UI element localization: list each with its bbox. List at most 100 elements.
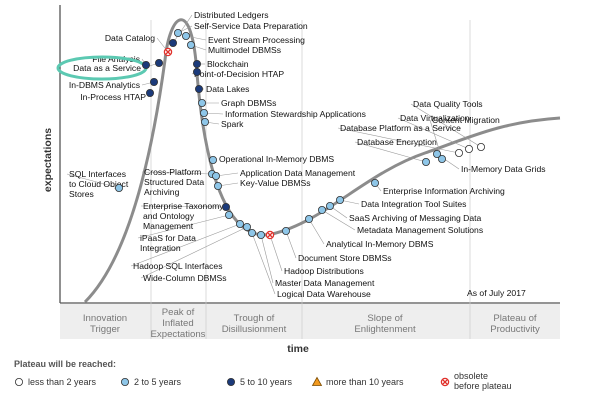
x-axis-title: time (287, 343, 309, 355)
tech-distributed-ledgers-label: Distributed Ledgers (194, 10, 269, 20)
white-circle-icon (14, 377, 23, 386)
tech-data-as-a-service-label: Data as a Service (73, 63, 141, 73)
tech-hadoop-sql-interfaces-leader (130, 223, 241, 267)
tech-saas-archiving-of-messaging-data-label: SaaS Archiving of Messaging Data (349, 213, 482, 223)
tech-ipaas-for-data-integration-label-line: Integration (140, 243, 181, 253)
tech-database-platform-as-a-service-marker (454, 148, 463, 157)
legend-item-white-circle: less than 2 years (14, 377, 97, 387)
phase-label-line: Peak of (162, 307, 195, 318)
tech-information-stewardship-applications-label: Information Stewardship Applications (225, 109, 366, 119)
tech-database-encryption-marker (421, 157, 430, 166)
tech-sql-interfaces-to-cloud-object-stores-label-line: SQL Interfaces (69, 169, 126, 179)
tech-enterprise-taxonomy-and-ontology-management-label-line: Enterprise Taxonomy (143, 201, 224, 211)
legend-item-red-x-circle: obsolete before plateau (440, 371, 512, 391)
tech-multimodel-dbmss-marker (186, 41, 195, 50)
tech-ipaas-for-data-integration-leader (137, 214, 230, 239)
legend-title: Plateau will be reached: (14, 359, 116, 369)
tech-metadata-management-solutions-marker (317, 205, 326, 214)
phase-label-line: Trough of (234, 313, 275, 324)
legend-label-line: before plateau (454, 381, 512, 391)
tech-data-quality-tools-leader (410, 103, 482, 148)
tech-data-catalog-marker (163, 47, 173, 57)
tech-graph-dbmss-marker (197, 99, 206, 108)
red-x-circle-icon (440, 377, 450, 387)
phase-label-expectations: Peak of Inflated Expectations (151, 307, 206, 340)
tech-graph-dbmss-label: Graph DBMSs (221, 98, 276, 108)
tech-data-lakes-label: Data Lakes (206, 84, 249, 94)
tech-enterprise-taxonomy-and-ontology-management-label: Enterprise Taxonomy and Ontology Managemen… (143, 201, 224, 231)
tech-data-virtualization-marker (464, 144, 473, 153)
tech-key-value-dbmss-label: Key-Value DBMSs (240, 178, 311, 188)
tech-database-encryption-leader (354, 141, 427, 163)
legend-item-orange-triangle: more than 10 years (311, 376, 404, 387)
as-of-note: As of July 2017 (467, 288, 526, 298)
tech-enterprise-taxonomy-and-ontology-management-label-line: Management (143, 221, 194, 231)
tech-ipaas-for-data-integration-marker (224, 210, 233, 219)
tech-spark-label: Spark (221, 119, 244, 129)
tech-sql-interfaces-to-cloud-object-stores-label: SQL Interfaces to Cloud Object Stores (69, 169, 129, 199)
tech-hadoop-distributions-marker (265, 230, 275, 240)
phase-label-line: Productivity (490, 324, 540, 335)
legend: less than 2 years 2 to 5 years 5 to 10 yea… (14, 371, 512, 391)
tech-blockchain-label: Blockchain (207, 59, 249, 69)
tech-data-as-a-service-marker (154, 59, 163, 68)
tech-hadoop-sql-interfaces-marker (235, 219, 244, 228)
dark-blue-circle-icon (226, 377, 235, 386)
tech-metadata-management-solutions-label: Metadata Management Solutions (357, 225, 483, 235)
tech-logical-data-warehouse-marker (247, 228, 256, 237)
tech-in-process-htap-label: In-Process HTAP (80, 92, 146, 102)
tech-hadoop-sql-interfaces-label: Hadoop SQL Interfaces (133, 261, 223, 271)
tech-document-store-dbmss-leader (285, 230, 297, 259)
tech-key-value-dbmss-marker (213, 181, 222, 190)
phase-label-productivity: Plateau of Productivity (490, 313, 540, 335)
phase-label-line: Plateau of (493, 313, 537, 324)
tech-distributed-ledgers-leader (172, 14, 193, 44)
tech-enterprise-taxonomy-and-ontology-management-leader (140, 205, 227, 208)
tech-self-service-data-preparation-label: Self-Service Data Preparation (194, 21, 308, 31)
tech-cross-platform-structured-data-archiving-label-line: Archiving (144, 187, 180, 197)
tech-sql-interfaces-to-cloud-object-stores-leader (66, 173, 120, 189)
phase-label-line: Inflated (162, 318, 193, 329)
tech-point-of-decision-htap-marker (192, 68, 201, 77)
tech-in-dbms-analytics-marker (149, 78, 158, 87)
tech-enterprise-taxonomy-and-ontology-management-marker (221, 202, 230, 211)
orange-triangle-icon (311, 376, 323, 386)
phase-band (60, 304, 560, 339)
tech-sql-interfaces-to-cloud-object-stores-label-line: to Cloud Object (69, 179, 129, 189)
tech-cross-platform-structured-data-archiving-leader (141, 171, 213, 175)
technology-markers (115, 28, 485, 240)
tech-in-memory-data-grids-marker (432, 149, 441, 158)
tech-cross-platform-structured-data-archiving-label-line: Structured Data (144, 177, 204, 187)
tech-saas-archiving-of-messaging-data-marker (325, 201, 334, 210)
tech-data-integration-tool-suites-marker (335, 195, 344, 204)
y-axis-title: expectations (42, 128, 54, 192)
tech-document-store-dbmss-label: Document Store DBMSs (298, 253, 392, 263)
tech-in-dbms-analytics-label: In-DBMS Analytics (69, 80, 140, 90)
tech-operational-in-memory-dbms-marker (208, 155, 217, 164)
tech-distributed-ledgers-marker (168, 39, 177, 48)
tech-wide-column-dbmss-marker (242, 222, 251, 231)
tech-in-memory-data-grids-label: In-Memory Data Grids (461, 164, 546, 174)
tech-ipaas-for-data-integration-label-line: iPaaS for Data (140, 233, 196, 243)
tech-spark-marker (200, 118, 209, 127)
tech-sql-interfaces-to-cloud-object-stores-marker (115, 183, 124, 192)
phase-label-line: Innovation (83, 313, 127, 324)
tech-master-data-management-label: Master Data Management (275, 278, 375, 288)
tech-data-virtualization-leader (397, 117, 470, 150)
phase-label-enlightenment: Slope of Enlightenment (354, 313, 416, 335)
phase-label-line: Slope of (367, 313, 403, 324)
tech-analytical-in-memory-dbms-label: Analytical In-Memory DBMS (326, 239, 434, 249)
tech-data-quality-tools-label: Data Quality Tools (413, 99, 483, 109)
legend-label: 2 to 5 years (134, 377, 182, 387)
tech-analytical-in-memory-dbms-marker (304, 214, 313, 223)
legend-label: 5 to 10 years (240, 377, 293, 387)
tech-analytical-in-memory-dbms-leader (308, 218, 325, 245)
tech-event-stream-processing-label: Event Stream Processing (208, 35, 305, 45)
tech-enterprise-taxonomy-and-ontology-management-label-line: and Ontology (143, 211, 195, 221)
tech-data-lakes-marker (194, 85, 203, 94)
tech-enterprise-information-archiving-marker (370, 178, 379, 187)
phase-label-line: Expectations (151, 329, 206, 340)
tech-content-migration-marker (437, 154, 446, 163)
